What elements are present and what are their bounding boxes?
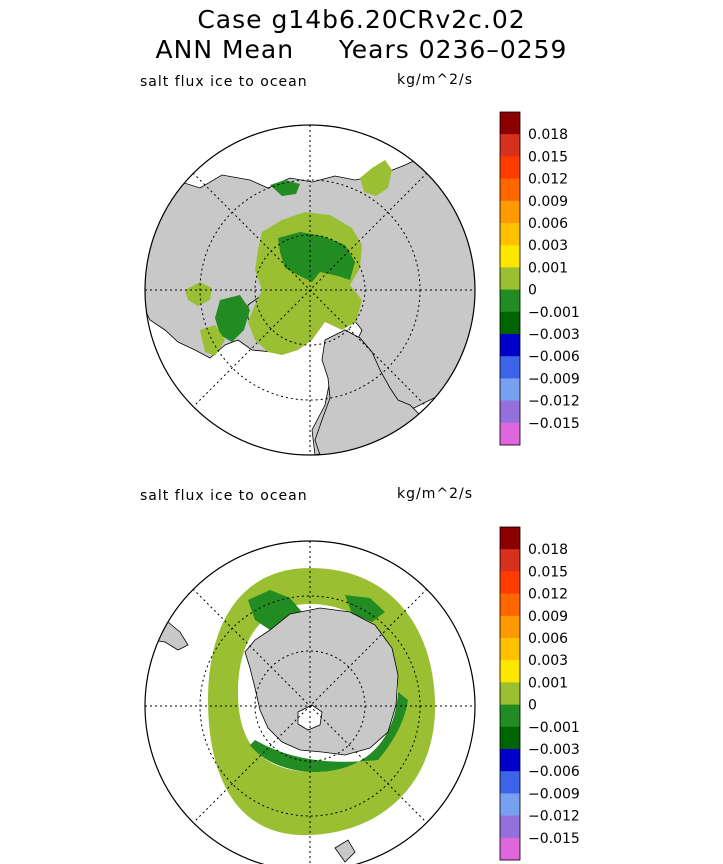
north-colorbar-swatch [500, 378, 520, 402]
figure-title-line2: ANN Mean Years 0236–0259 [155, 35, 568, 64]
north-colorbar-swatch [500, 267, 520, 291]
south-colorbar-tick-label: 0.001 [528, 675, 568, 691]
south-colorbar-tick-label: −0.001 [528, 720, 580, 736]
north-colorbar-swatch [500, 334, 520, 357]
south-map-border [144, 540, 476, 864]
north-colorbar-swatch [500, 156, 520, 180]
north-colorbar-tick-label: 0 [528, 283, 537, 299]
north-colorbar-tick-label: −0.006 [528, 349, 580, 365]
south-colorbar-swatch [500, 571, 520, 595]
south-colorbar-tick-label: 0.006 [528, 631, 568, 647]
south-colorbar-border [499, 526, 521, 861]
north-units-label: kg/m^2/s [397, 72, 473, 88]
north-colorbar-tick-label: −0.003 [528, 327, 580, 343]
north-map-border [144, 124, 476, 456]
south-colorbar-tick-label: 0.015 [528, 564, 568, 580]
south-colorbar-tick-label: −0.006 [528, 764, 580, 780]
north-colorbar-tick-label: 0.015 [528, 149, 568, 165]
south-colorbar-tick-label: 0.003 [528, 653, 568, 669]
north-colorbar-tick-label: 0.006 [528, 216, 568, 232]
north-polar-map [144, 124, 476, 456]
north-colorbar-tick-label: 0.003 [528, 238, 568, 254]
south-graticule [145, 541, 475, 864]
south-units-label: kg/m^2/s [397, 486, 473, 502]
north-colorbar-tick-label: −0.009 [528, 371, 580, 387]
north-panel-title: salt flux ice to ocean [140, 74, 308, 90]
north-colorbar-swatch [500, 245, 520, 268]
north-colorbar: 0.018 0.015 0.012 0.009 0.006 0.003 0.001 0 −0.0… [499, 111, 580, 446]
south-colorbar-tick-label: −0.015 [528, 831, 580, 847]
south-colorbar-tick-label: −0.003 [528, 742, 580, 758]
north-ice-hudson [185, 282, 212, 306]
north-colorbar-swatch [500, 400, 520, 424]
south-colorbar-tick-label: −0.009 [528, 786, 580, 802]
south-colorbar-swatch [500, 771, 520, 794]
north-colorbar-swatch [500, 112, 520, 135]
south-colorbar-swatch [500, 593, 520, 617]
north-colorbar-swatch [500, 200, 520, 224]
north-ice-labrador [215, 295, 250, 342]
north-colorbar-tick-label: −0.015 [528, 416, 580, 432]
north-colorbar-tick-label: 0.012 [528, 172, 568, 188]
south-colorbar-swatch [500, 615, 520, 639]
south-panel-title: salt flux ice to ocean [140, 488, 308, 504]
north-colorbar-tick-label: −0.012 [528, 394, 580, 410]
north-ice-okhotsk [360, 160, 392, 196]
south-polar-map [144, 540, 476, 864]
south-colorbar-swatch [500, 549, 520, 572]
north-graticule [145, 125, 475, 455]
south-colorbar: 0.018 0.015 0.012 0.009 0.006 0.003 0.001 0 −0.0… [499, 526, 580, 861]
south-sea-ice-light [208, 568, 436, 836]
north-colorbar-swatch [500, 289, 520, 313]
north-ice-baffin [200, 325, 225, 356]
north-colorbar-swatch [500, 223, 520, 246]
south-colorbar-swatch [500, 837, 520, 861]
north-colorbar-swatch [500, 134, 520, 157]
north-colorbar-swatch [500, 178, 520, 202]
south-land-new-zealand [334, 839, 356, 863]
south-colorbar-tick-label: −0.012 [528, 809, 580, 825]
south-colorbar-swatch [500, 749, 520, 772]
north-colorbar-tick-label: 0.018 [528, 127, 568, 143]
north-colorbar-swatch [500, 311, 520, 335]
north-colorbar-border [499, 111, 521, 446]
south-colorbar-tick-label: 0 [528, 698, 537, 714]
south-colorbar-tick-label: 0.018 [528, 542, 568, 558]
north-ice-bering [270, 180, 300, 196]
south-colorbar-tick-label: 0.012 [528, 587, 568, 603]
south-land-antarctica [244, 607, 399, 756]
north-sea-ice-dark [278, 232, 355, 282]
north-colorbar-tick-label: −0.001 [528, 305, 580, 321]
south-colorbar-swatch [500, 682, 520, 706]
figure-title-line1: Case g14b6.20CRv2c.02 [197, 5, 526, 34]
south-colorbar-swatch [500, 815, 520, 839]
south-colorbar-swatch [500, 638, 520, 661]
south-colorbar-tick-label: 0.009 [528, 609, 568, 625]
south-colorbar-swatch [500, 704, 520, 728]
south-colorbar-swatch [500, 527, 520, 550]
north-colorbar-tick-label: 0.001 [528, 260, 568, 276]
north-colorbar-tick-label: 0.009 [528, 194, 568, 210]
south-colorbar-swatch [500, 793, 520, 817]
south-colorbar-swatch [500, 726, 520, 750]
south-colorbar-swatch [500, 660, 520, 683]
north-colorbar-swatch [500, 422, 520, 446]
north-colorbar-swatch [500, 356, 520, 379]
south-sea-ice-dark-3 [345, 595, 385, 622]
